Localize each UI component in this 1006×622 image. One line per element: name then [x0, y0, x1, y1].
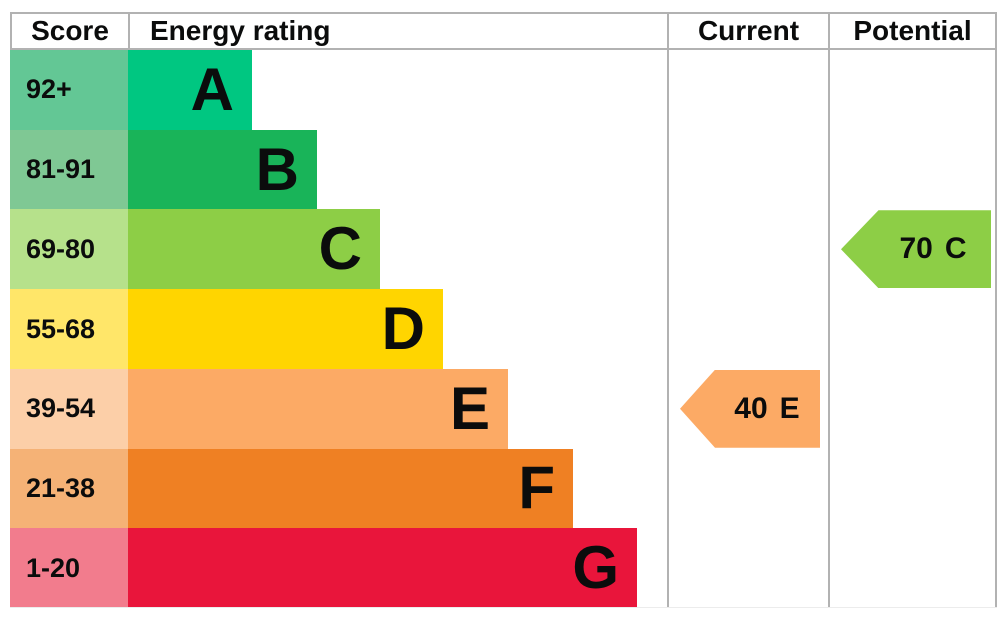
bottom-rule — [10, 607, 997, 608]
band-bar-e: E — [128, 368, 508, 449]
header-energy-rating: Energy rating — [128, 14, 667, 48]
score-range-b: 81-91 — [10, 129, 128, 210]
score-range-c: 69-80 — [10, 209, 128, 290]
score-range-e: 39-54 — [10, 368, 128, 449]
potential-column — [828, 50, 997, 608]
band-row-c: 69-80 C — [10, 209, 667, 290]
score-range-d: 55-68 — [10, 289, 128, 369]
current-column — [667, 50, 828, 608]
band-row-a: 92+ A — [10, 50, 667, 130]
potential-rating-value: 70 — [899, 232, 933, 266]
band-row-b: 81-91 B — [10, 129, 667, 210]
band-bar-b: B — [128, 129, 317, 210]
score-range-g: 1-20 — [10, 528, 128, 609]
band-row-e: 39-54 E — [10, 368, 667, 449]
band-bar-f: F — [128, 448, 573, 529]
score-range-a: 92+ — [10, 50, 128, 130]
band-row-d: 55-68 D — [10, 289, 667, 369]
epc-body: 92+ A 81-91 B 69-80 C 55-68 D 39-54 E 21-38 F 1-20 G … — [10, 50, 997, 609]
header-score: Score — [10, 14, 128, 48]
epc-table: Score Energy rating Current Potential 92… — [10, 12, 997, 609]
band-rows: 92+ A 81-91 B 69-80 C 55-68 D 39-54 E 21-38 F 1-20 G — [10, 50, 667, 609]
current-rating-value: 40 — [734, 391, 768, 425]
band-row-g: 1-20 G — [10, 528, 667, 609]
potential-rating-arrow: 70 C — [841, 210, 991, 289]
epc-header-row: Score Energy rating Current Potential — [10, 12, 997, 50]
header-current: Current — [667, 14, 828, 48]
band-bar-c: C — [128, 209, 380, 290]
potential-rating-letter: C — [944, 232, 967, 266]
band-row-f: 21-38 F — [10, 448, 667, 529]
header-potential: Potential — [828, 14, 997, 48]
score-range-f: 21-38 — [10, 448, 128, 529]
current-rating-letter: E — [779, 391, 800, 425]
band-bar-g: G — [128, 528, 637, 609]
band-bar-d: D — [128, 289, 443, 369]
band-bar-a: A — [128, 50, 252, 130]
